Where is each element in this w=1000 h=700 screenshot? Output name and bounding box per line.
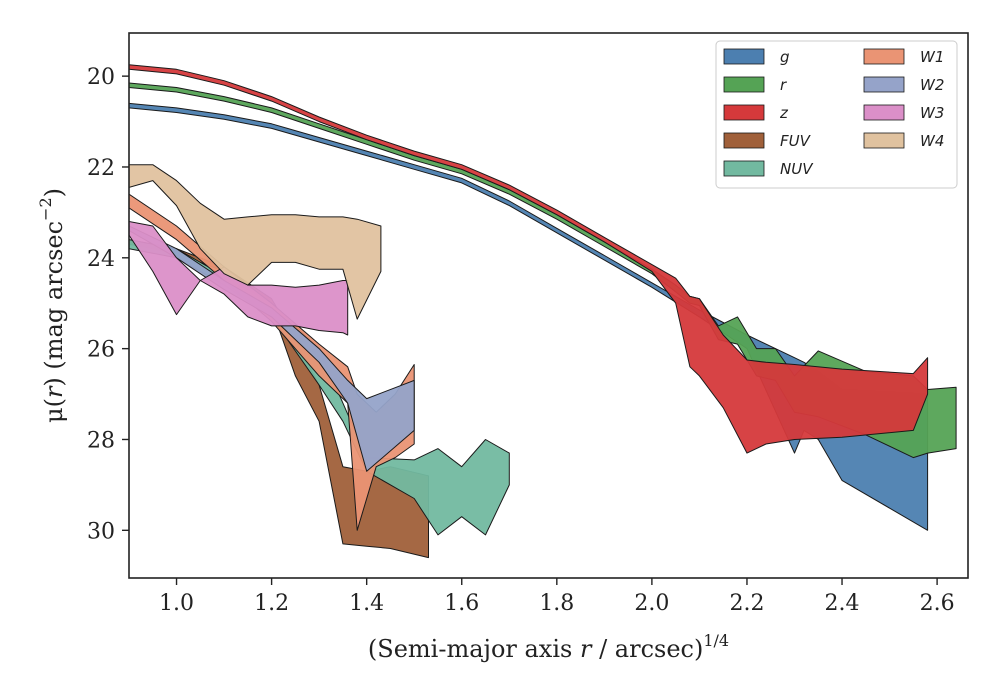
y-tick-label: 22 (87, 156, 115, 181)
legend-label-w1: W1 (920, 48, 944, 66)
x-tick-label: 2.2 (729, 591, 764, 616)
legend-swatch-w4 (863, 132, 905, 149)
legend-label-g: g (780, 48, 790, 66)
x-tick-label: 1.2 (254, 591, 289, 616)
x-tick-label: 1.4 (349, 591, 384, 616)
legend-swatch-r (723, 76, 765, 93)
legend-swatch-nuv (723, 160, 765, 177)
plot-frame (128, 32, 969, 579)
legend-swatch-w3 (863, 104, 905, 121)
legend-label-r: r (780, 76, 787, 94)
series-band-g (129, 102, 929, 531)
x-tick-label: 1.6 (444, 591, 479, 616)
series-areas (129, 64, 957, 559)
x-axis-title: (Semi-major axis r / arcsec)1/4 (368, 631, 729, 663)
legend-swatch-g (723, 48, 765, 65)
legend-label-w2: W2 (920, 76, 944, 94)
y-axis-title: μ(r) (mag arcsec−2) (36, 188, 68, 423)
series-band-z (129, 64, 929, 454)
y-tick-label: 28 (87, 428, 115, 453)
y-tick-label: 20 (87, 65, 115, 90)
y-tick-label: 26 (87, 338, 115, 363)
legend-label-w4: W4 (920, 132, 944, 150)
x-tick-label: 2.6 (920, 591, 955, 616)
x-tick-label: 1.8 (539, 591, 574, 616)
legend-label-z: z (779, 104, 789, 122)
x-tick-label: 2.4 (825, 591, 860, 616)
legend-swatch-w2 (863, 76, 905, 93)
x-tick-label: 2.0 (634, 591, 669, 616)
series-band-w4 (129, 164, 382, 320)
x-tick-label: 1.0 (159, 591, 194, 616)
legend-swatch-w1 (863, 48, 905, 65)
legend-label-fuv: FUV (780, 132, 812, 150)
y-tick-label: 30 (87, 519, 115, 544)
legend-label-nuv: NUV (780, 160, 814, 178)
legend-label-w3: W3 (920, 104, 944, 122)
legend-swatch-fuv (723, 132, 765, 149)
legend: grz FUV NUV W1 W2 W3 W4 (715, 40, 958, 189)
axes: 1.0 1.2 1.4 1.6 1.8 2.0 2.2 2.4 2.6 20 22 24 26 28 30 (… (36, 32, 969, 663)
y-tick-label: 24 (87, 247, 115, 272)
legend-swatch-z (723, 104, 765, 121)
